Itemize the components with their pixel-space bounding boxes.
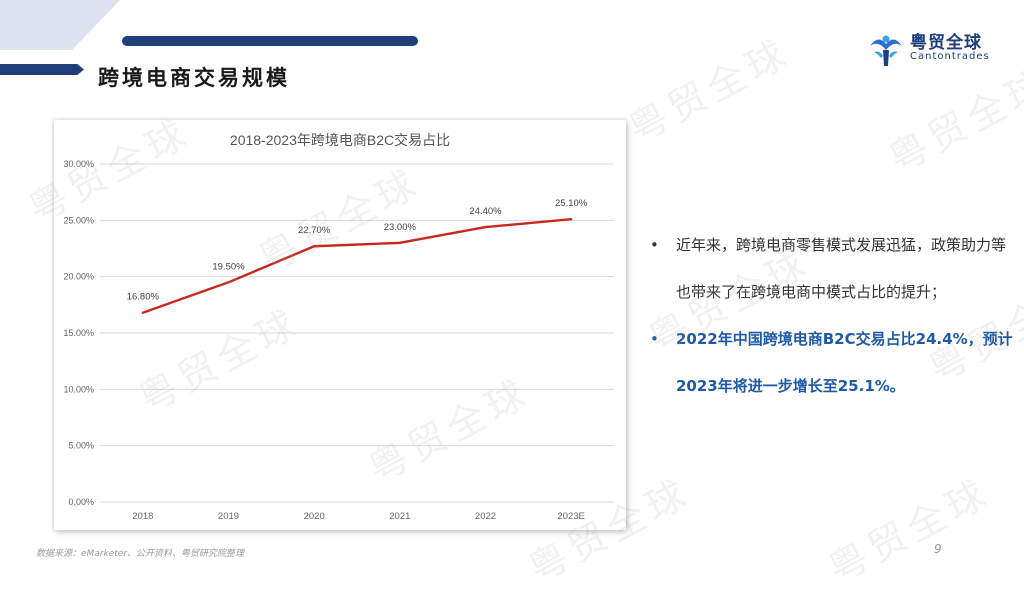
page-number: 9 bbox=[934, 542, 942, 556]
data-label: 19.50% bbox=[212, 261, 245, 272]
bullet-item-1: • 近年来，跨境电商零售模式发展迅猛，政策助力等也带来了在跨境电商中模式占比的提… bbox=[648, 222, 1018, 316]
data-point bbox=[227, 281, 230, 284]
data-point bbox=[398, 241, 402, 245]
watermark-text: 粤贸全球 bbox=[621, 29, 798, 152]
x-tick-label: 2019 bbox=[218, 511, 239, 522]
chart-title: 2018-2023年跨境电商B2C交易占比 bbox=[230, 132, 450, 148]
x-tick-label: 2023E bbox=[557, 511, 584, 522]
page-title: 跨境电商交易规模 bbox=[98, 66, 290, 90]
y-tick-label: 30.00% bbox=[63, 159, 94, 169]
data-point bbox=[141, 311, 145, 314]
data-label: 16.80% bbox=[127, 292, 160, 303]
x-axis-ticks: 2018 2019 2020 2021 2022 2023E bbox=[132, 511, 585, 522]
data-point bbox=[312, 245, 316, 248]
data-point bbox=[569, 218, 573, 221]
bullet-text: 2022年中国跨境电商B2C交易占比24.4%，预计2023年将进一步增长至25… bbox=[676, 330, 1013, 395]
y-tick-label: 10.00% bbox=[63, 384, 94, 394]
data-label: 24.40% bbox=[469, 206, 502, 217]
title-bar-decoration bbox=[0, 64, 84, 75]
data-point bbox=[484, 225, 487, 229]
y-tick-label: 15.00% bbox=[63, 328, 94, 338]
chart-panel: 2018-2023年跨境电商B2C交易占比 0.00% 5.00% 10.00% 15… bbox=[54, 120, 626, 530]
chart-grid bbox=[100, 163, 614, 503]
series-line bbox=[142, 218, 572, 314]
source-note: 数据来源：eMarketer、公开资料、粤贸研究院整理 bbox=[36, 549, 245, 559]
bullet-item-2: • 2022年中国跨境电商B2C交易占比24.4%，预计2023年将进一步增长至… bbox=[648, 316, 1018, 410]
y-tick-label: 5.00% bbox=[68, 441, 94, 451]
y-axis-ticks: 0.00% 5.00% 10.00% 15.00% 20.00% 25.00% 30.00% bbox=[63, 159, 94, 507]
bullet-marker: • bbox=[650, 330, 659, 348]
x-tick-label: 2022 bbox=[475, 511, 496, 522]
x-tick-label: 2018 bbox=[132, 511, 153, 522]
bullet-list: • 近年来，跨境电商零售模式发展迅猛，政策助力等也带来了在跨境电商中模式占比的提… bbox=[648, 222, 1018, 410]
brand-logo: 粤贸全球 Cantontrades bbox=[866, 26, 996, 72]
y-tick-label: 0.00% bbox=[68, 497, 94, 507]
line-chart: 2018-2023年跨境电商B2C交易占比 0.00% 5.00% 10.00% 15… bbox=[63, 132, 614, 522]
logo-chinese-name: 粤贸全球 bbox=[910, 33, 982, 53]
logo-english-name: Cantontrades bbox=[910, 51, 990, 62]
logo-mark-icon bbox=[870, 35, 902, 66]
corner-decoration bbox=[0, 0, 120, 50]
x-tick-label: 2021 bbox=[389, 511, 410, 522]
data-label: 22.70% bbox=[298, 225, 331, 236]
bullet-marker: • bbox=[650, 236, 659, 254]
y-tick-label: 20.00% bbox=[63, 272, 94, 282]
bullet-text: 近年来，跨境电商零售模式发展迅猛，政策助力等也带来了在跨境电商中模式占比的提升； bbox=[676, 236, 1007, 301]
header-bar-decoration bbox=[122, 36, 418, 46]
chart-data-labels: 16.80% 19.50% 22.70% 23.00% 24.40% 25.10% bbox=[127, 198, 588, 303]
watermark-text: 粤贸全球 bbox=[821, 469, 998, 592]
data-label: 23.00% bbox=[384, 222, 417, 233]
y-tick-label: 25.00% bbox=[63, 215, 94, 225]
x-tick-label: 2020 bbox=[304, 511, 325, 522]
chart-series bbox=[141, 218, 573, 314]
data-label: 25.10% bbox=[555, 198, 588, 209]
